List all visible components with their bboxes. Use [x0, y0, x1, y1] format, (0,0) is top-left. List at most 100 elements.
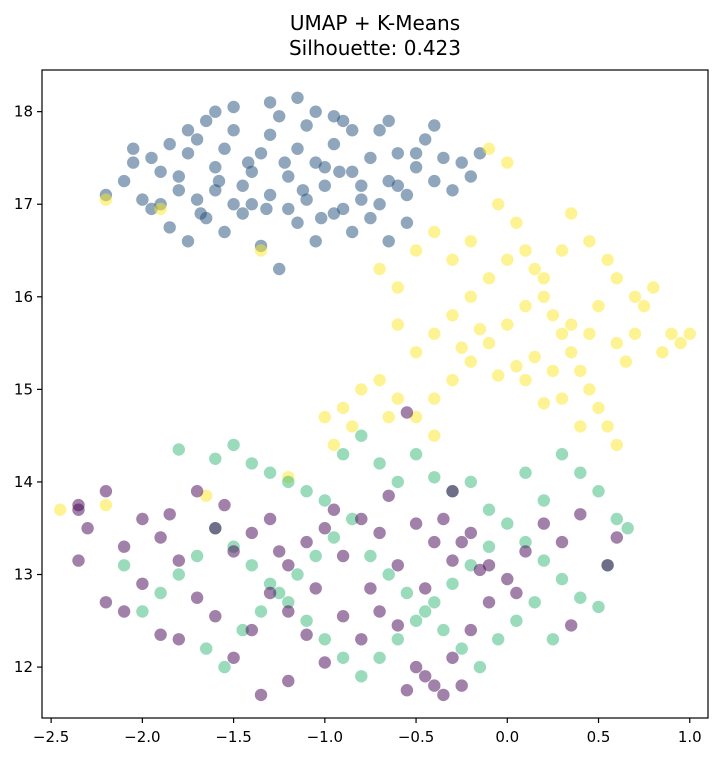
scatter-point [546, 633, 560, 646]
scatter-point [492, 369, 505, 382]
scatter-point [537, 517, 550, 530]
scatter-point [565, 207, 578, 220]
scatter-point [291, 568, 304, 581]
scatter-point [373, 198, 386, 211]
scatter-point [492, 633, 505, 646]
scatter-point [473, 563, 487, 577]
scatter-point [127, 142, 140, 155]
scatter-point [117, 540, 131, 553]
plot-frame [41, 69, 709, 719]
scatter-point [315, 211, 328, 225]
x-tick-label: 0.0 [495, 728, 519, 746]
y-tick-label: 13 [14, 566, 33, 584]
scatter-point [382, 489, 395, 502]
scatter-point [355, 429, 368, 442]
scatter-point [181, 147, 195, 160]
scatter-point [190, 591, 204, 604]
scatter-point [209, 522, 222, 535]
scatter-point [446, 651, 459, 664]
scatter-point [464, 355, 477, 368]
scatter-point [592, 485, 605, 498]
scatter-point [464, 290, 477, 303]
scatter-point [455, 535, 468, 549]
scatter-point [327, 207, 341, 220]
scatter-point [583, 235, 596, 248]
scatter-point [373, 262, 386, 276]
scatter-point [263, 577, 277, 590]
scatter-point [355, 670, 368, 683]
scatter-point [428, 392, 441, 405]
scatter-point [391, 392, 404, 405]
scatter-point [355, 512, 368, 526]
scatter-point [99, 485, 113, 498]
scatter-point [510, 216, 523, 229]
scatter-point [409, 346, 423, 359]
scatter-point [300, 485, 313, 498]
scatter-point [391, 147, 404, 160]
scatter-point [260, 202, 273, 216]
x-tick-label: −1.5 [215, 728, 251, 746]
scatter-point [583, 383, 596, 396]
scatter-point [482, 596, 496, 609]
scatter-point [336, 401, 350, 415]
scatter-point [355, 383, 368, 396]
scatter-point [127, 156, 140, 169]
scatter-point [218, 660, 231, 674]
scatter-point [336, 202, 350, 216]
scatter-point [273, 586, 286, 600]
scatter-point [200, 114, 213, 128]
scatter-point [172, 554, 185, 567]
scatter-point [209, 105, 222, 118]
y-axis: 12 13 14 15 16 17 18 [14, 103, 42, 676]
scatter-point [610, 531, 623, 544]
scatter-point [574, 591, 587, 604]
scatter-point [446, 577, 459, 590]
scatter-point [212, 174, 226, 188]
scatter-point [409, 448, 423, 461]
scatter-point [583, 327, 596, 340]
scatter-point [628, 290, 642, 303]
scatter-point [510, 360, 523, 373]
scatter-point [400, 586, 414, 600]
scatter-point [592, 600, 605, 614]
scatter-point [117, 559, 131, 572]
scatter-point [72, 498, 85, 512]
scatter-point [346, 165, 359, 178]
scatter-point [190, 193, 204, 206]
scatter-point [282, 605, 295, 618]
scatter-point [473, 660, 487, 674]
scatter-point [574, 420, 587, 433]
scatter-point [437, 151, 450, 165]
scatter-point [555, 327, 569, 340]
scatter-point [528, 262, 541, 276]
scatter-point [382, 114, 395, 128]
scatter-point [428, 119, 441, 132]
scatter-point [455, 156, 468, 169]
scatter-point [300, 614, 313, 627]
scatter-point [446, 309, 459, 322]
scatter-point [628, 327, 642, 340]
scatter-point [154, 202, 167, 216]
scatter-point [428, 174, 441, 188]
scatter-point [473, 323, 487, 336]
scatter-point [565, 619, 578, 632]
scatter-point [428, 535, 441, 549]
scatter-point [245, 526, 258, 540]
scatter-point [428, 679, 441, 692]
scatter-point [464, 170, 477, 183]
chart-title: UMAP + K-Means [290, 11, 460, 35]
scatter-point [519, 299, 532, 313]
scatter-point [99, 193, 113, 206]
y-tick-label: 14 [14, 473, 33, 491]
x-tick-label: −2.0 [124, 728, 160, 746]
scatter-point [99, 498, 113, 512]
scatter-point [501, 318, 514, 331]
scatter-point [346, 420, 359, 433]
scatter-point [464, 526, 477, 540]
scatter-point [245, 559, 258, 572]
scatter-point [263, 512, 277, 526]
scatter-point [172, 170, 185, 183]
scatter-point [117, 174, 131, 188]
scatter-point [482, 272, 496, 285]
scatter-point [327, 137, 341, 151]
